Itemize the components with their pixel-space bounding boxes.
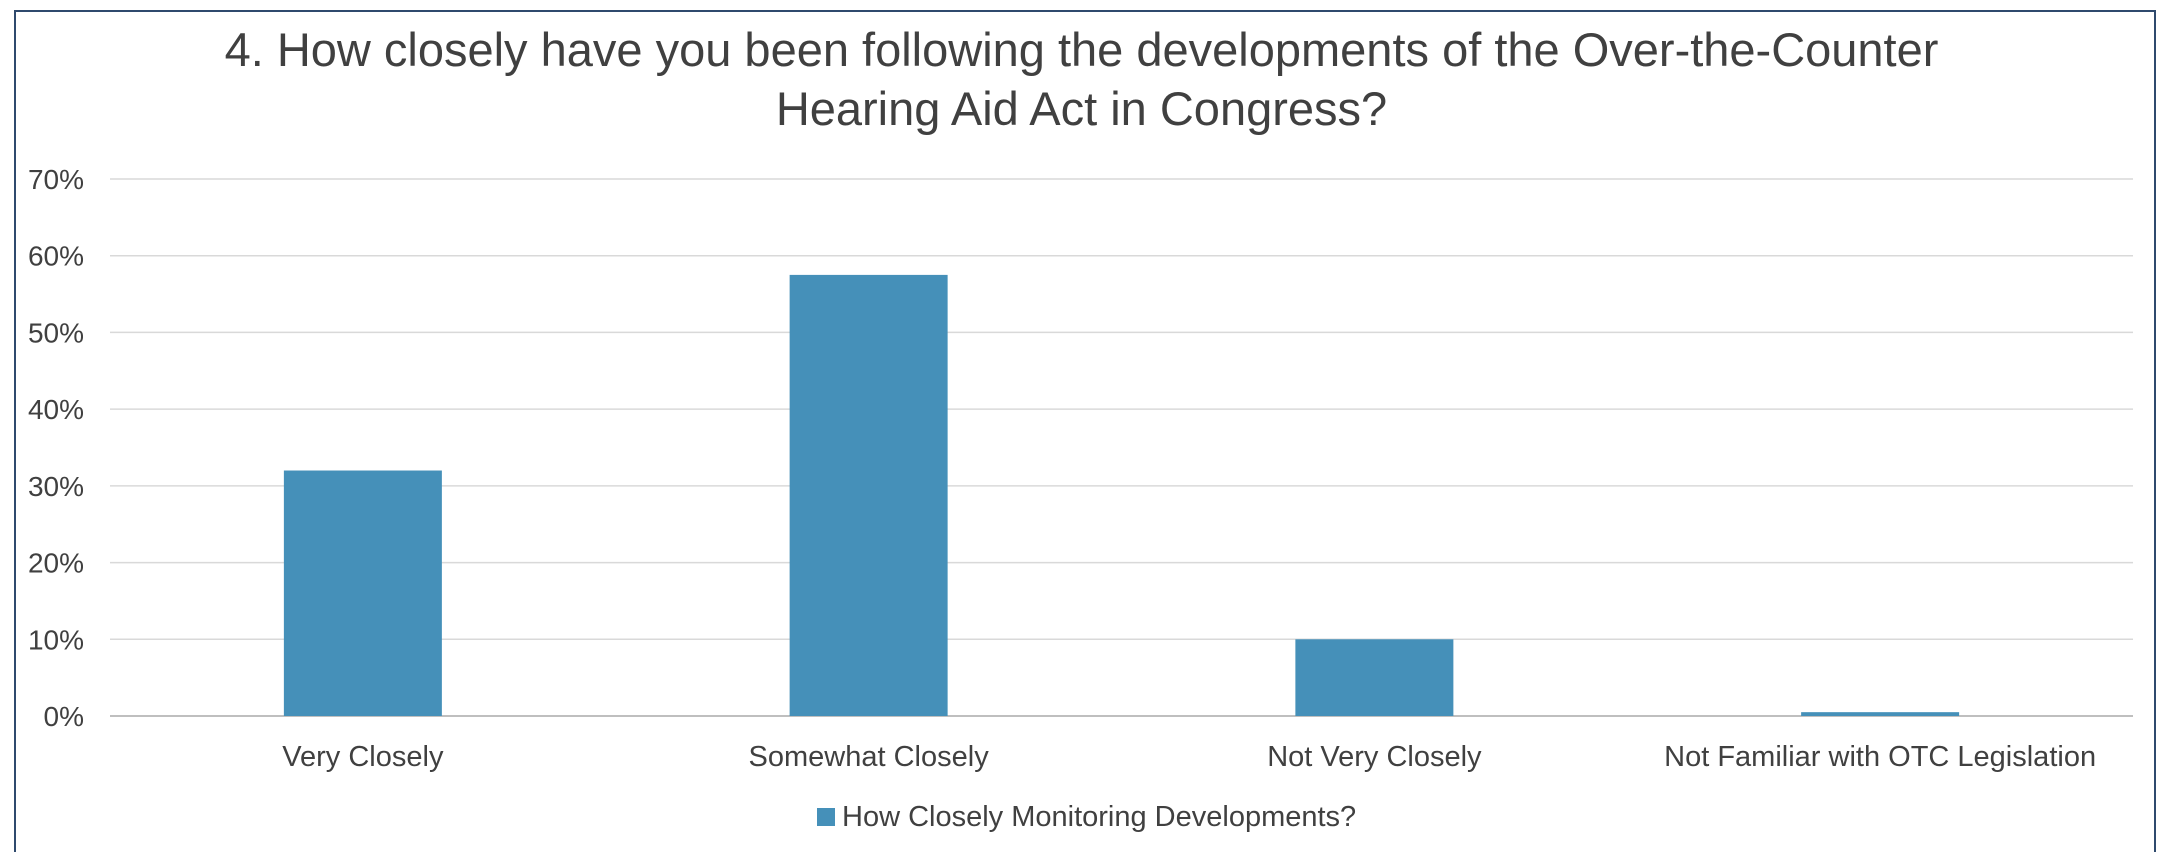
x-category-label: Very Closely [282, 741, 444, 773]
y-tick-label: 70% [28, 164, 84, 195]
legend-label: How Closely Monitoring Developments? [842, 801, 1356, 833]
y-tick-label: 50% [28, 317, 84, 348]
y-tick-label: 60% [28, 241, 84, 272]
y-tick-label: 20% [28, 548, 84, 579]
x-category-label: Not Familiar with OTC Legislation [1664, 741, 2096, 773]
x-category-label: Somewhat Closely [749, 741, 990, 773]
bar [789, 274, 948, 716]
y-tick-label: 30% [28, 471, 84, 502]
y-tick-label: 10% [28, 624, 84, 655]
legend: How Closely Monitoring Developments? [817, 801, 1356, 833]
legend-swatch [817, 808, 835, 826]
y-tick-label: 40% [28, 394, 84, 425]
chart-title: 4. How closely have you been following t… [0, 20, 2163, 138]
bar [283, 470, 442, 716]
x-axis-categories: Very Closely Somewhat Closely Not Very Clo… [282, 741, 2096, 773]
bars [283, 274, 1960, 716]
bar [1295, 639, 1454, 716]
gridlines [110, 178, 2133, 717]
chart-title-line-2: Hearing Aid Act in Congress? [775, 82, 1388, 135]
chart-title-line-1: 4. How closely have you been following t… [224, 23, 1939, 76]
bar [1801, 712, 1960, 716]
y-tick-label: 0% [44, 701, 84, 732]
y-axis-ticks: 0% 10% 20% 30% 40% 50% 60% 70% [28, 164, 84, 732]
x-category-label: Not Very Closely [1267, 741, 1482, 773]
